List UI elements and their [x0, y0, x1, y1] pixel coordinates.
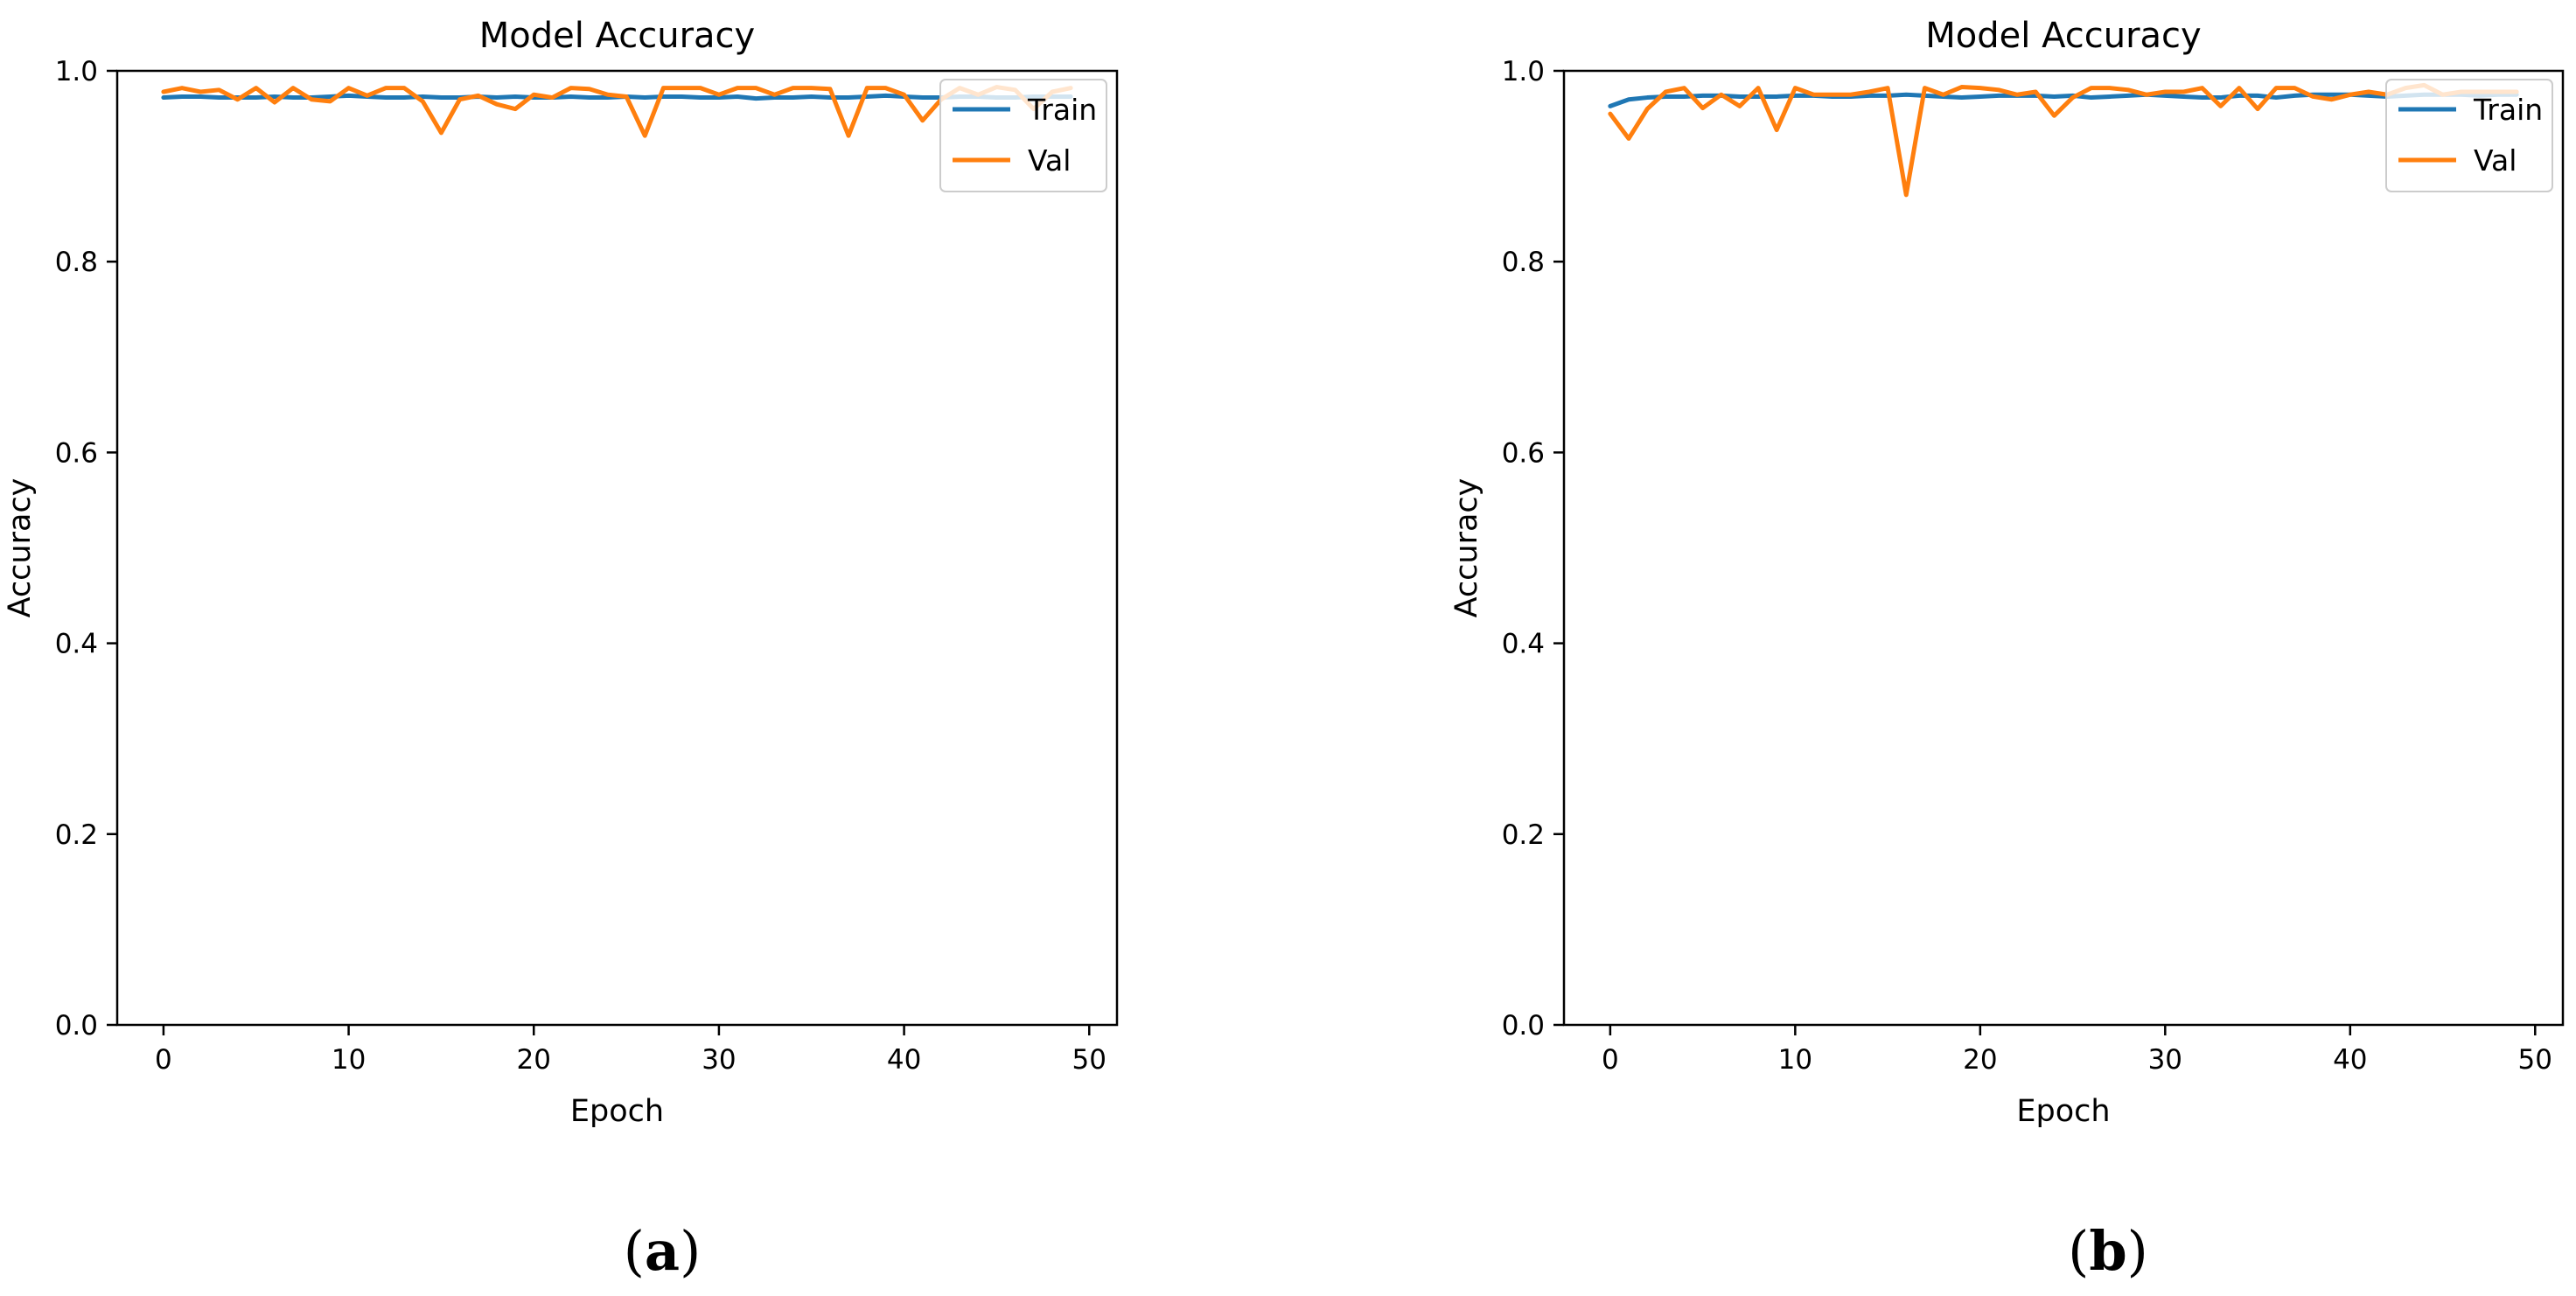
panel-caption: (a): [624, 1219, 702, 1283]
y-tick-label: 1.0: [55, 56, 98, 87]
y-axis-label: Accuracy: [3, 478, 38, 618]
caption-letter: a: [645, 1219, 680, 1283]
plot-frame: [1562, 69, 2565, 1027]
caption-close-paren: ): [680, 1219, 701, 1283]
y-tick-label: 1.0: [1502, 56, 1545, 87]
caption-open-paren: (: [2068, 1219, 2089, 1283]
chart-title: Model Accuracy: [479, 16, 755, 56]
legend-label-train: Train: [2473, 93, 2543, 127]
x-axis-label: Epoch: [570, 1094, 664, 1129]
chart-title: Model Accuracy: [1925, 16, 2201, 56]
x-tick-label: 20: [517, 1044, 551, 1076]
y-tick-label: 0.0: [1502, 1010, 1545, 1042]
y-tick-label: 0.8: [55, 247, 98, 278]
x-tick-label: 30: [2148, 1044, 2182, 1076]
x-tick-label: 20: [1963, 1044, 1997, 1076]
x-tick-label: 0: [1602, 1044, 1619, 1076]
legend-label-val: Val: [1028, 143, 1071, 178]
legend-label-val: Val: [2474, 143, 2517, 178]
x-tick-label: 10: [332, 1044, 366, 1076]
y-tick-label: 0.0: [55, 1010, 98, 1042]
x-tick-label: 30: [702, 1044, 736, 1076]
caption-letter: b: [2089, 1219, 2126, 1283]
x-tick-label: 10: [1778, 1044, 1812, 1076]
chart-panel-a: 0 10 20 30 40 50 0.0 0.2 0.4 0.6 0.8 1.0 Model Accur…: [3, 16, 1119, 1283]
y-axis-label: Accuracy: [1449, 478, 1484, 618]
x-tick-label: 40: [887, 1044, 921, 1076]
y-tick-label: 0.2: [1502, 819, 1545, 851]
series-line-val: [1608, 82, 2519, 198]
y-tick-label: 0.6: [1502, 437, 1545, 469]
series-line-val: [161, 85, 1073, 138]
y-tick-label: 0.6: [55, 437, 98, 469]
legend-label-train: Train: [1027, 93, 1097, 127]
x-tick-label: 0: [155, 1044, 172, 1076]
x-tick-label: 50: [2518, 1044, 2552, 1076]
legend: Train Val: [2385, 79, 2553, 192]
y-tick-label: 0.4: [55, 629, 98, 660]
chart-panel-b: 0 10 20 30 40 50 0.0 0.2 0.4 0.6 0.8 1.0 Model Accur…: [1449, 16, 2565, 1283]
x-axis-label: Epoch: [2016, 1094, 2110, 1129]
caption-open-paren: (: [624, 1219, 645, 1283]
caption-close-paren: ): [2127, 1219, 2148, 1283]
legend: Train Val: [939, 79, 1107, 192]
y-tick-label: 0.2: [55, 819, 98, 851]
plot-frame: [115, 69, 1119, 1027]
panel-caption: (b): [2068, 1219, 2148, 1283]
y-tick-label: 0.8: [1502, 247, 1545, 278]
x-tick-label: 50: [1072, 1044, 1106, 1076]
y-tick-label: 0.4: [1502, 629, 1545, 660]
x-tick-label: 40: [2333, 1044, 2367, 1076]
